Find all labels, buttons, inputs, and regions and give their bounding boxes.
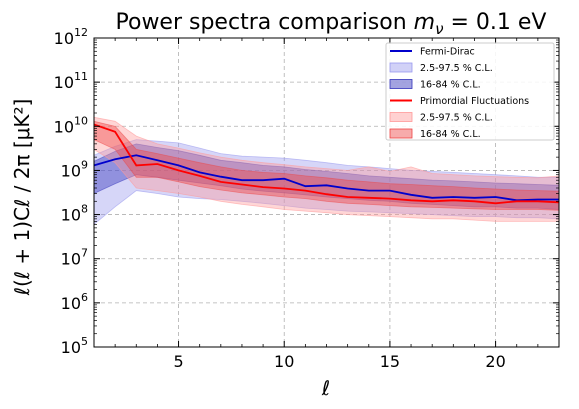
y-tick-label: 109 — [61, 158, 88, 180]
confidence-bands — [93, 116, 560, 226]
legend-label: 2.5-97.5 % C.L. — [420, 63, 493, 74]
chart-title-math-base: m — [414, 10, 435, 35]
series-line-1 — [93, 123, 560, 205]
chart-title-math-rest: = 0.1 eV — [444, 10, 547, 35]
x-axis-label: ℓ — [321, 376, 330, 400]
legend-patch-swatch — [389, 79, 413, 89]
legend-patch-swatch — [389, 112, 413, 122]
legend-patch-swatch — [389, 62, 413, 73]
y-tick-label: 105 — [61, 335, 88, 357]
y-tick-label: 107 — [61, 247, 88, 269]
legend-label: 2.5-97.5 % C.L. — [420, 113, 493, 124]
legend-patch-swatch — [389, 128, 413, 139]
legend-label: 16-84 % C.L. — [420, 80, 481, 91]
y-tick-label: 108 — [61, 203, 88, 225]
y-tick-label: 1012 — [54, 26, 88, 48]
y-tick-label: 106 — [61, 291, 88, 313]
legend-label: 16-84 % C.L. — [420, 129, 481, 140]
chart-title-text: Power spectra comparison — [116, 10, 414, 35]
y-tick-label: 1011 — [54, 70, 88, 92]
axis-ticks: 5 10 15 20 105 106 107 108 109 1010 1011 1012 — [54, 26, 560, 371]
legend-box — [385, 42, 555, 141]
legend-label: Primordial Fluctuations — [420, 96, 529, 107]
legend: Fermi-Dirac 2.5-97.5 % C.L. 16-84 % C.L. Pr… — [385, 42, 555, 141]
chart-title: Power spectra comparison mν = 0.1 eV — [116, 10, 547, 38]
x-tick-label: 10 — [274, 352, 294, 371]
chart-title-math-sub: ν — [435, 20, 443, 38]
y-tick-label: 1010 — [54, 114, 88, 136]
y-axis-label: ℓ(ℓ + 1)Cℓ / 2π [μK²] — [10, 99, 34, 297]
x-tick-label: 15 — [380, 352, 400, 371]
x-tick-label: 5 — [173, 352, 183, 371]
series-line-0 — [93, 154, 559, 202]
legend-label: Fermi-Dirac — [420, 47, 475, 58]
x-tick-label: 20 — [485, 352, 505, 371]
series-lines — [93, 123, 560, 205]
